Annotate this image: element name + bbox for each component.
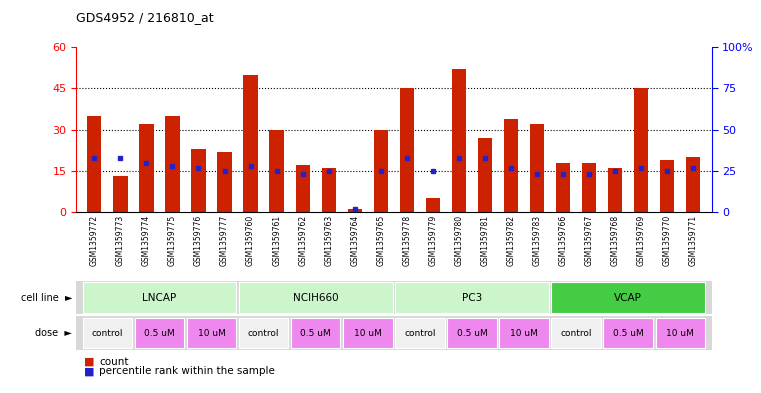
Text: 0.5 uM: 0.5 uM	[457, 329, 487, 338]
Bar	[239, 318, 288, 349]
Bar	[239, 282, 393, 313]
Text: VCAP: VCAP	[614, 293, 642, 303]
Bar	[244, 75, 258, 212]
Bar	[634, 88, 648, 212]
Text: ■: ■	[84, 356, 94, 367]
Bar	[582, 163, 597, 212]
Bar	[395, 282, 549, 313]
Text: 10 uM: 10 uM	[354, 329, 382, 338]
Bar	[655, 318, 705, 349]
Text: dose  ►: dose ►	[36, 328, 72, 338]
Bar	[191, 149, 205, 212]
Text: 0.5 uM: 0.5 uM	[613, 329, 644, 338]
Bar	[343, 318, 393, 349]
Bar	[269, 130, 284, 212]
Bar	[165, 116, 180, 212]
Text: 10 uM: 10 uM	[667, 329, 694, 338]
Bar	[552, 282, 705, 313]
Bar	[478, 138, 492, 212]
Bar	[322, 168, 336, 212]
Text: ■: ■	[84, 366, 94, 376]
Bar	[88, 116, 101, 212]
Bar	[374, 130, 388, 212]
Bar	[686, 157, 700, 212]
Bar	[295, 165, 310, 212]
Text: 0.5 uM: 0.5 uM	[301, 329, 331, 338]
Bar	[186, 318, 236, 349]
Bar	[291, 318, 340, 349]
Bar	[660, 160, 674, 212]
Text: LNCAP: LNCAP	[142, 293, 177, 303]
Text: control: control	[404, 329, 435, 338]
Bar	[113, 176, 128, 212]
Bar	[603, 318, 653, 349]
Bar	[447, 318, 497, 349]
Bar	[139, 124, 154, 212]
Text: control: control	[248, 329, 279, 338]
Bar	[83, 318, 132, 349]
Bar	[400, 88, 414, 212]
Bar	[395, 318, 444, 349]
Bar	[348, 209, 362, 212]
Text: control: control	[560, 329, 592, 338]
Bar	[499, 318, 549, 349]
Bar	[504, 119, 518, 212]
Text: GDS4952 / 216810_at: GDS4952 / 216810_at	[76, 11, 214, 24]
Text: 0.5 uM: 0.5 uM	[144, 329, 175, 338]
Text: count: count	[99, 356, 129, 367]
Bar	[608, 168, 622, 212]
Bar	[552, 318, 601, 349]
Bar	[218, 152, 231, 212]
Text: NCIH660: NCIH660	[293, 293, 339, 303]
Bar	[530, 124, 544, 212]
Text: cell line  ►: cell line ►	[21, 293, 72, 303]
Bar	[83, 282, 236, 313]
Text: control: control	[91, 329, 123, 338]
Bar	[452, 69, 466, 212]
Bar	[425, 198, 440, 212]
Text: 10 uM: 10 uM	[198, 329, 225, 338]
Bar	[135, 318, 184, 349]
Bar	[556, 163, 570, 212]
Text: percentile rank within the sample: percentile rank within the sample	[99, 366, 275, 376]
Text: PC3: PC3	[462, 293, 482, 303]
Text: 10 uM: 10 uM	[510, 329, 538, 338]
